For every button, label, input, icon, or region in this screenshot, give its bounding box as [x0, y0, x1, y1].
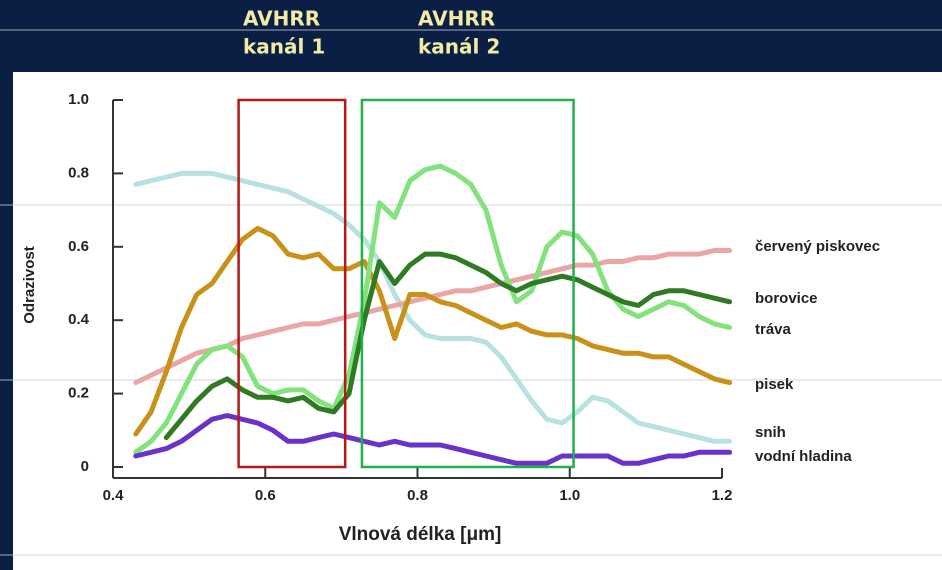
series-line	[133, 170, 733, 444]
x-axis-label: Vlnová délka [μm]	[339, 524, 502, 545]
band-box	[360, 98, 575, 469]
band-label: AVHRR	[418, 7, 495, 31]
series-line	[163, 251, 733, 441]
series-line	[133, 413, 733, 466]
series-line	[133, 225, 733, 437]
series-label: snih	[755, 424, 786, 441]
x-tick-label: 0.4	[103, 487, 125, 504]
series-label: borovice	[755, 290, 818, 307]
band-label: AVHRR	[243, 7, 320, 31]
x-tick-label: 0.8	[407, 487, 428, 504]
y-tick-label: 0.6	[68, 238, 89, 255]
series-label: tráva	[755, 321, 792, 338]
y-tick-label: 0.4	[68, 311, 90, 328]
y-axis-label: Odrazivost	[21, 246, 38, 324]
band-label: kanál 2	[418, 35, 500, 59]
series-line	[133, 163, 733, 455]
y-tick-label: 1.0	[68, 91, 89, 108]
y-tick-label: 0.2	[68, 385, 89, 402]
y-tick-label: 0.8	[68, 164, 89, 181]
x-tick-label: 1.2	[712, 487, 733, 504]
x-tick-label: 1.0	[559, 487, 580, 504]
series-label: vodní hladina	[755, 448, 852, 465]
y-tick-label: 0	[81, 458, 89, 475]
series-label: červený piskovec	[755, 238, 880, 255]
series-label: pisek	[755, 376, 794, 393]
slide-lines	[0, 29, 942, 556]
chart-background	[13, 72, 942, 570]
band-label: kanál 1	[243, 35, 325, 59]
x-tick-label: 0.6	[255, 487, 276, 504]
band-box	[237, 98, 347, 469]
